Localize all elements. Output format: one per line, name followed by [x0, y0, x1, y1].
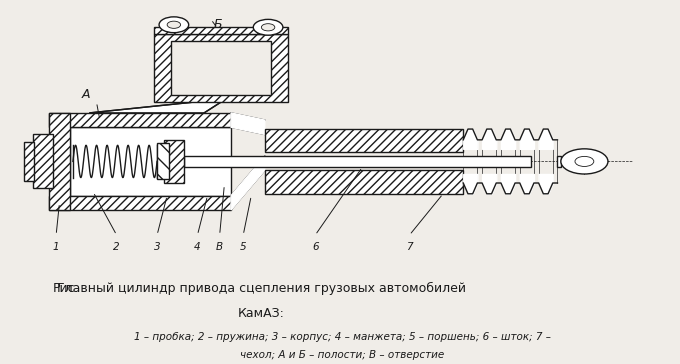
- Text: 1 – пробка; 2 – пружина; 3 – корпус; 4 – манжета; 5 – поршень; 6 – шток; 7 –: 1 – пробка; 2 – пружина; 3 – корпус; 4 –…: [133, 332, 551, 342]
- Bar: [157, 143, 169, 179]
- Text: А: А: [82, 88, 90, 102]
- Text: 5: 5: [240, 242, 247, 252]
- Text: 1: 1: [53, 242, 59, 252]
- Text: 7: 7: [406, 242, 413, 252]
- Bar: [558, 156, 561, 167]
- Text: Рис.: Рис.: [53, 282, 80, 295]
- Circle shape: [561, 149, 608, 174]
- Text: Б: Б: [214, 18, 222, 31]
- Circle shape: [167, 21, 181, 28]
- Circle shape: [253, 19, 283, 35]
- Text: Главный цилиндр привода сцепления грузовых автомобилей: Главный цилиндр привода сцепления грузов…: [57, 282, 466, 295]
- Bar: [24, 142, 34, 181]
- Bar: [50, 113, 69, 210]
- Bar: [184, 156, 530, 167]
- Text: чехол; А и Б – полости; В – отверстие: чехол; А и Б – полости; В – отверстие: [240, 350, 444, 360]
- Polygon shape: [231, 113, 265, 134]
- Bar: [154, 27, 288, 34]
- Bar: [50, 195, 231, 210]
- Text: 3: 3: [154, 242, 160, 252]
- Bar: [164, 140, 184, 183]
- Bar: [69, 127, 231, 195]
- Circle shape: [575, 157, 594, 166]
- Polygon shape: [90, 102, 221, 113]
- Bar: [33, 134, 53, 189]
- Polygon shape: [231, 156, 265, 210]
- Circle shape: [159, 17, 188, 33]
- Bar: [265, 129, 463, 153]
- Text: 6: 6: [312, 242, 318, 252]
- Bar: [154, 34, 288, 102]
- Bar: [171, 41, 271, 95]
- Text: КамАЗ:: КамАЗ:: [238, 307, 285, 320]
- Text: 2: 2: [114, 242, 120, 252]
- Bar: [265, 170, 463, 194]
- Circle shape: [261, 24, 275, 31]
- Bar: [50, 113, 231, 127]
- Text: В: В: [216, 242, 223, 252]
- Text: 4: 4: [194, 242, 201, 252]
